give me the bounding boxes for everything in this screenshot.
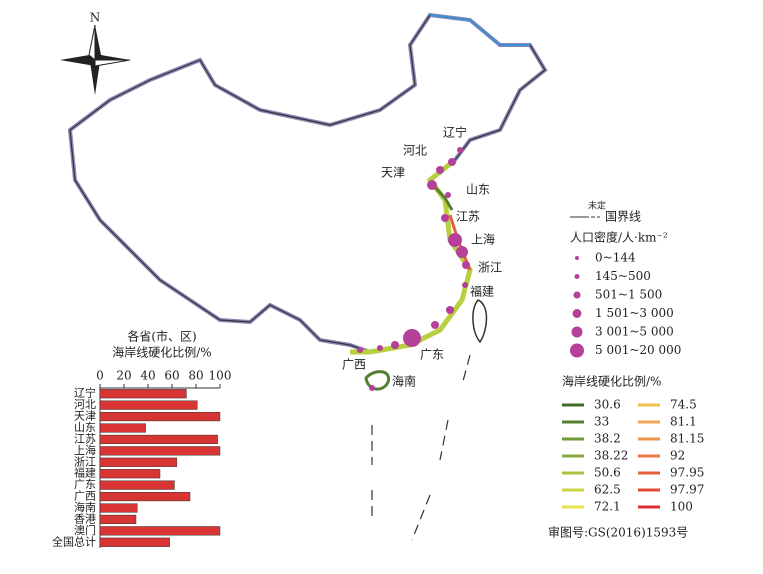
y-tick-label: 香港 [74,512,96,525]
y-tick-label: 天津 [74,410,96,423]
compass-label: N [90,11,101,25]
density-label: 145~500 [595,269,651,283]
province-label: 广东 [420,348,444,362]
coast-label: 72.1 [594,500,621,514]
x-tick-label: 60 [164,369,179,383]
y-tick-label: 海南 [74,500,96,514]
taiwan [472,299,488,344]
coast-label: 38.2 [594,432,621,446]
province-label: 天津 [381,166,405,180]
coast-label: 74.5 [670,398,697,412]
density-swatch [575,256,579,260]
province-label: 广西 [342,358,366,372]
bar [99,446,221,456]
y-tick-label: 上海 [74,443,96,457]
compass [60,24,131,95]
bar [99,480,175,490]
bar-title: 海岸线硬化比例/% [112,345,211,360]
bar [99,491,191,502]
density-swatch [572,309,582,318]
approval-number: 审图号:GS(2016)1593号 [548,525,688,540]
bar [99,389,187,399]
y-tick-label: 浙江 [74,455,96,468]
coast-label: 81.1 [670,415,697,429]
population-dots [357,147,470,391]
coast-label: 92 [670,449,685,463]
bar [99,434,218,445]
density-label: 1 501~3 000 [595,306,674,320]
coast-label: 100 [670,500,693,514]
bar [99,514,137,525]
hainan [364,370,391,391]
map-base: N [60,11,548,541]
coast-label: 38.22 [594,449,628,463]
bar [99,400,198,410]
bar [99,526,221,536]
province-label: 浙江 [478,261,502,275]
bar [99,411,221,422]
density-title: 人口密度/人·km⁻² [570,230,668,245]
density-swatch [570,343,584,358]
coast-title: 海岸线硬化比例/% [562,374,661,389]
nine-dash-line [371,354,471,541]
y-tick-label: 福建 [74,466,96,480]
density-swatch [571,326,583,338]
y-tick-label: 广东 [74,478,96,491]
y-tick-label: 广西 [74,490,96,503]
bar [99,537,170,547]
coast-label: 81.15 [670,432,704,446]
x-tick-label: 0 [96,369,104,383]
bar [99,423,146,433]
bar [99,469,161,479]
x-tick-label: 100 [209,369,232,383]
y-tick-label: 辽宁 [74,386,96,400]
coast-label: 33 [594,415,609,429]
coast-label: 97.95 [670,466,704,480]
density-swatch [573,291,581,299]
x-tick-label: 20 [116,369,131,383]
y-tick-label: 江苏 [74,432,96,445]
x-tick-label: 80 [188,369,203,383]
province-label: 河北 [403,144,427,158]
border-label: 国界线 [605,210,641,224]
province-label: 辽宁 [443,125,467,140]
bar [99,503,138,513]
river-border [429,14,530,46]
y-tick-label: 全国总计 [52,534,96,548]
border-note: 未定 [588,200,606,212]
y-tick-label: 山东 [74,421,96,434]
province-label: 山东 [466,183,490,197]
province-label: 福建 [470,284,494,299]
coast-label: 62.5 [594,483,621,497]
coast-label: 30.6 [594,398,621,412]
density-label: 501~1 500 [595,288,662,302]
bar-title: 各省(市、区) [127,329,196,344]
coast-label: 97.97 [670,483,704,497]
y-tick-label: 河北 [74,398,96,411]
province-label: 海南 [392,374,416,389]
province-label: 上海 [471,232,495,247]
y-tick-label: 澳门 [74,523,96,537]
density-label: 0~144 [595,251,636,265]
density-label: 3 001~5 000 [595,325,674,339]
coast-label: 50.6 [594,466,621,480]
bar [99,457,178,467]
density-label: 5 001~20 000 [595,343,681,357]
density-swatch [574,274,580,279]
province-label: 江苏 [456,210,480,224]
x-tick-label: 40 [140,369,155,383]
